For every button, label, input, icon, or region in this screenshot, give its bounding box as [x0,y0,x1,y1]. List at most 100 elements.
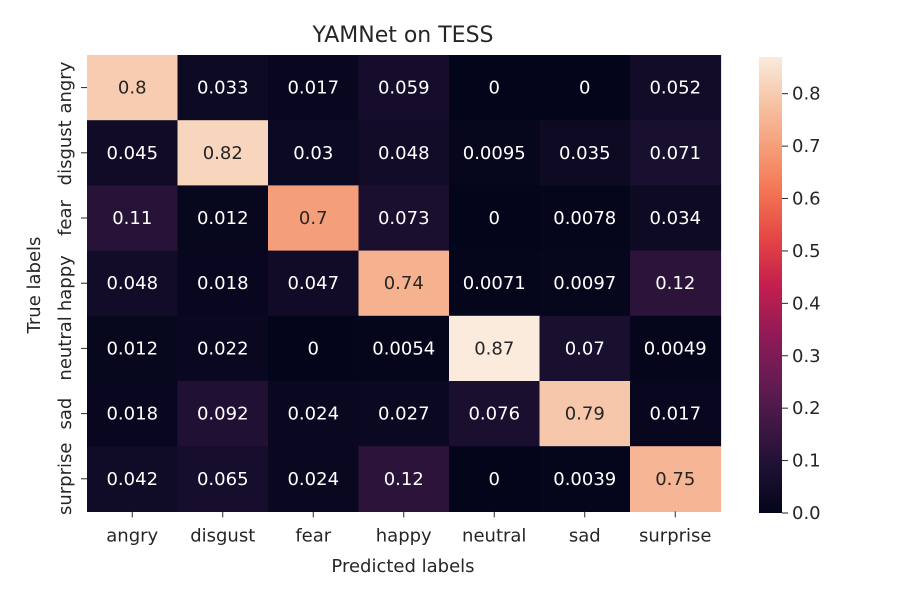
heatmap-cell [87,55,179,121]
cell-value-label: 0.092 [197,404,249,425]
cell-value-label: 0.0049 [644,338,707,359]
heatmap-cell [630,315,722,382]
cell-value-label: 0.071 [649,143,701,164]
cell-value-label: 0.045 [106,143,158,164]
cell-value-label: 0.75 [655,469,695,490]
y-axis-ticks: angry disgust fear happy neutral sad surprise [55,61,87,515]
chart-title: YAMNet on TESS [311,23,493,48]
cell-value-label: 0.048 [106,273,158,294]
x-tick-label: angry [106,525,158,546]
cell-value-label: 0.018 [197,273,249,294]
cell-value-label: 0.11 [112,208,152,229]
cell-value-label: 0.022 [197,338,249,359]
heatmap-cell [87,250,179,317]
heatmap-cell [177,250,269,317]
cell-value-label: 0.024 [287,469,339,490]
colorbar-tick-label: 0.1 [792,451,821,472]
cell-value-label: 0.12 [655,273,695,294]
cell-value-label: 0.012 [106,338,158,359]
cell-value-label: 0.018 [106,404,158,425]
cell-value-label: 0.017 [649,404,701,425]
colorbar-ticks: 0.0 0.1 0.2 0.3 0.4 0.5 0.6 0.7 0.8 [782,84,821,524]
colorbar-tick-label: 0.7 [792,136,821,157]
y-tick-label: sad [55,398,76,430]
y-axis-label: True labels [24,237,45,335]
heatmap-cell [449,55,541,121]
colorbar-tick-label: 0.4 [792,293,821,314]
heatmap-cell [268,185,360,252]
heatmap-cell [539,250,631,317]
heatmap-cell [449,381,541,447]
heatmap-cell [630,120,722,186]
cell-value-label: 0.07 [565,338,605,359]
x-tick-label: fear [295,525,331,546]
heatmap-cell [177,315,269,382]
cell-value-label: 0.048 [378,143,430,164]
colorbar-tick-label: 0.3 [792,346,821,367]
y-tick-label: surprise [55,443,76,515]
colorbar-tick-label: 0.8 [792,84,821,105]
heatmap-cell [449,120,541,186]
cell-value-label: 0.7 [299,208,328,229]
heatmap-cell [87,120,179,186]
x-tick-label: happy [376,525,432,546]
x-tick-label: neutral [462,525,526,546]
heatmap-cell [177,381,269,447]
heatmap-cell [539,446,631,512]
heatmap-cell [87,446,179,512]
heatmap-cell [358,381,450,447]
heatmap-cell [630,381,722,447]
cell-value-label: 0.076 [468,404,520,425]
heatmap-cell [268,120,360,186]
cell-value-label: 0 [308,338,319,359]
cell-value-label: 0.027 [378,404,430,425]
heatmap-cell [358,120,450,186]
cell-value-label: 0.017 [287,78,339,99]
cell-value-label: 0.82 [203,143,243,164]
cell-value-label: 0.035 [559,143,611,164]
heatmap-cell [630,55,722,121]
cell-value-label: 0.059 [378,78,430,99]
x-axis-label: Predicted labels [331,556,474,577]
colorbar [759,57,782,513]
heatmap-cell [268,55,360,121]
heatmap-cell [358,315,450,382]
heatmap-cells: 0.8 0.033 0.017 0.059 0 0 0.052 0.045 0.82 0.03 0.… [87,55,722,512]
heatmap-cell [177,446,269,512]
cell-value-label: 0 [489,78,500,99]
heatmap-cell [268,250,360,317]
cell-value-label: 0.0039 [553,469,616,490]
y-tick-label: happy [55,255,76,311]
heatmap-cell [449,250,541,317]
y-tick-label: angry [55,61,76,113]
heatmap-cell [87,315,179,382]
y-tick-label: disgust [55,120,76,185]
cell-value-label: 0.0054 [372,338,435,359]
heatmap-cell [177,55,269,121]
cell-value-label: 0.0071 [463,273,526,294]
heatmap-cell [177,185,269,252]
colorbar-tick-label: 0.0 [792,503,821,524]
heatmap-cell [539,381,631,447]
cell-value-label: 0.79 [565,404,605,425]
heatmap-cell [268,381,360,447]
cell-value-label: 0.74 [384,273,424,294]
colorbar-tick-label: 0.6 [792,189,821,210]
cell-value-label: 0.03 [293,143,333,164]
cell-value-label: 0.8 [118,78,147,99]
cell-value-label: 0.87 [474,338,514,359]
x-axis-ticks: angry disgust fear happy neutral sad surprise [106,511,711,546]
heatmap-cell [358,185,450,252]
cell-value-label: 0.052 [649,78,701,99]
heatmap-cell [358,250,450,317]
heatmap-cell [539,185,631,252]
heatmap-cell [539,55,631,121]
heatmap-cell [449,315,541,382]
cell-value-label: 0.042 [106,469,158,490]
cell-value-label: 0.024 [287,404,339,425]
cell-value-label: 0.033 [197,78,249,99]
cell-value-label: 0.0095 [463,143,526,164]
heatmap-cell [87,381,179,447]
heatmap-cell [358,446,450,512]
